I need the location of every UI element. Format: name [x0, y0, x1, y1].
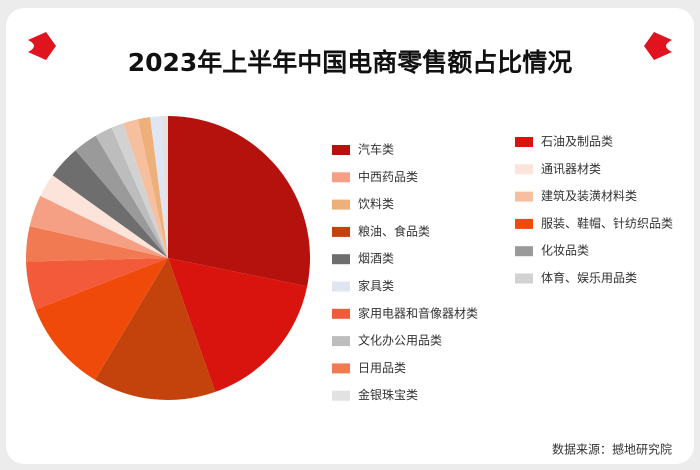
pie-slice: [123, 119, 168, 258]
pie-slice: [137, 117, 168, 258]
legend-label: 粮油、食品类: [358, 223, 430, 238]
legend-swatch: [515, 137, 533, 147]
legend-label: 通讯器材类: [541, 162, 601, 176]
legend-label: 化妆品类: [541, 244, 589, 258]
pie-slice: [26, 258, 168, 310]
legend-label: 烟酒类: [358, 252, 394, 266]
legend-label: 中西药品类: [358, 169, 418, 184]
legend-label: 日用品类: [358, 361, 406, 375]
legend-label: 服装、鞋帽、针纺织品类: [541, 215, 673, 230]
pie-slice: [94, 258, 216, 401]
legend-swatch: [332, 226, 350, 237]
title-decoration-left: [28, 32, 56, 60]
pie-slice: [35, 258, 168, 380]
pie-slice: [40, 175, 168, 258]
chart-title: 2023年上半年中国电商零售额占比情况: [128, 48, 573, 77]
legend-swatch: [515, 191, 533, 202]
legend-swatch: [332, 308, 350, 319]
legend-swatch: [515, 218, 533, 229]
pie-slice: [160, 116, 168, 258]
legend-swatch: [332, 336, 350, 347]
legend-label: 家具类: [358, 278, 394, 293]
legend-swatch: [515, 246, 533, 257]
legend-label: 家用电器和音像器材类: [358, 305, 478, 320]
pie-slice: [150, 116, 168, 258]
source-note: 数据来源：撼地研究院: [552, 442, 672, 457]
pie-slice: [26, 226, 168, 262]
legend-swatch: [332, 363, 350, 374]
legend-label: 建筑及装潢材料类: [541, 188, 637, 203]
legend-label: 饮料类: [358, 197, 394, 211]
legend-label: 石油及制品类: [541, 135, 613, 149]
legend-swatch: [332, 145, 350, 155]
pie-slice: [95, 127, 168, 259]
legend-swatch: [515, 273, 533, 284]
pie-slice: [75, 135, 168, 258]
legend-label: 文化办公用品类: [358, 333, 442, 348]
pie-slice: [111, 123, 168, 258]
pie-slice: [168, 258, 308, 392]
pie-slice: [29, 195, 168, 258]
legend-swatch: [332, 254, 350, 265]
pie-slice: [52, 150, 168, 258]
legend-swatch: [515, 164, 533, 175]
legend-label: 体育、娱乐用品类: [541, 270, 637, 285]
pie-slice: [168, 116, 310, 287]
legend-swatch: [332, 281, 350, 292]
legend-swatch: [332, 390, 350, 401]
legend-label: 金银珠宝类: [358, 387, 418, 402]
legend-label: 汽车类: [358, 142, 394, 157]
legend-swatch: [332, 199, 350, 210]
title-decoration-right: [644, 32, 672, 60]
legend-swatch: [332, 172, 350, 183]
